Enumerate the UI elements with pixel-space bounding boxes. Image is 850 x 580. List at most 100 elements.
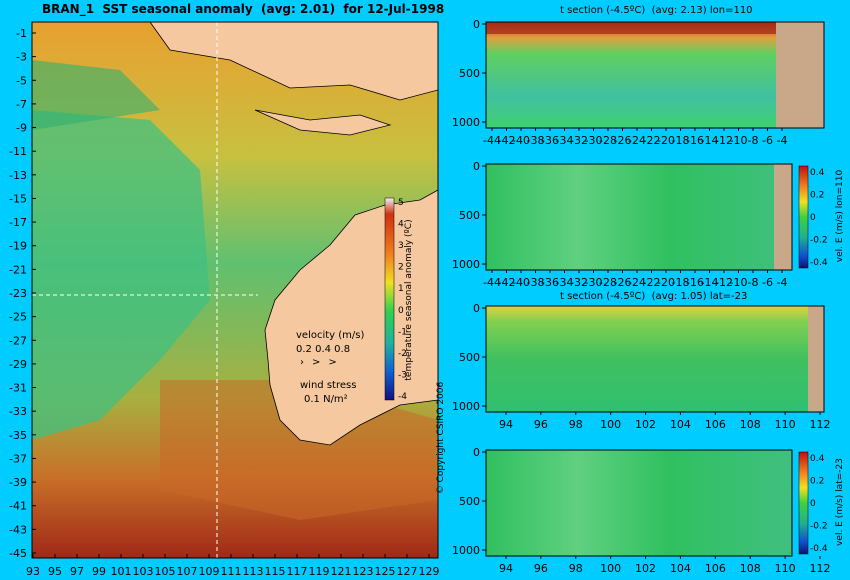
panel-x-tick-label: 96 [534,418,548,431]
panel-x-tick-label: 94 [499,562,513,575]
section-panel-2 [485,163,809,271]
panel-x-tick-label: -30 [585,276,603,289]
section-panel-1 [485,21,825,129]
map-y-tick-label: -29 [9,358,27,371]
panel-4-colorbar [798,451,809,555]
panel-y-tick-label: 0 [473,160,480,173]
map-y-tick-label: -27 [9,334,27,347]
panel-x-tick-label: 106 [705,418,726,431]
panel-x-tick-label: -6 [762,276,773,289]
panel-x-tick-label: -10 [730,134,748,147]
panel-x-tick-label: 112 [810,418,831,431]
panel-x-tick-label: -8 [748,134,759,147]
map-x-tick-label: 99 [92,565,106,578]
map-colorbar-ticks: 5 4 3 2 1 0 -1 -2 -3 -4 [398,198,407,402]
map-x-axis: 93 95 97 99 101 103 105 107 109 111 113 115 117 119 12… [26,554,440,578]
panel-x-tick-label: 108 [740,562,761,575]
panel-x-tick-label: -36 [541,134,559,147]
map-y-tick-label: -5 [16,74,27,87]
map-x-tick-label: 109 [199,565,220,578]
map-colorbar-tick-label: -1 [398,327,407,337]
panel-x-tick-label: -16 [686,276,704,289]
panel-x-tick-label: -14 [701,276,719,289]
panel-2-field [486,164,792,270]
panel-x-tick-label: -4 [777,276,788,289]
panel-x-tick-label: -22 [643,134,661,147]
panel-4-colorbar-label: vel. E (m/s) lat=-23 [835,458,845,546]
panel-2-colorbar-label: vel. E (m/s) lon=110 [835,169,845,263]
map-y-tick-label: -17 [9,216,27,229]
map-x-tick-label: 103 [133,565,154,578]
map-x-tick-label: 121 [331,565,352,578]
panel-x-tick-label: -8 [748,276,759,289]
wind-value: 0.1 N/m² [304,394,348,405]
panel-colorbar-tick-label: -0.4 [810,544,828,554]
map-x-tick-label: 129 [419,565,440,578]
section-panel-4 [485,449,809,557]
panel-x-tick-label: 112 [810,562,831,575]
panel-x-tick-label: -18 [672,134,690,147]
map-x-tick-label: 117 [287,565,308,578]
panel-x-tick-label: 94 [499,418,513,431]
panel-1-warm-layer [486,22,776,34]
panel-colorbar-tick-label: 0.2 [810,477,824,487]
map-y-tick-label: -35 [9,429,27,442]
panel-x-tick-label: 100 [600,562,621,575]
panel-x-tick-label: -40 [512,134,530,147]
panel-x-tick-label: -40 [512,276,530,289]
map-x-tick-label: 127 [397,565,418,578]
panel-y-tick-label: 0 [473,302,480,315]
panel-x-tick-label: -38 [527,276,545,289]
map-x-tick-label: 97 [70,565,84,578]
panel-x-tick-label: -34 [556,134,574,147]
map-y-tick-label: -37 [9,452,27,465]
panel-x-tick-label: 106 [705,562,726,575]
map-y-tick-label: -15 [9,192,27,205]
map-x-tick-label: 105 [155,565,176,578]
panel-x-tick-label: -12 [715,134,733,147]
panel-x-tick-label: -34 [556,276,574,289]
map-x-tick-label: 113 [243,565,264,578]
map-y-tick-label: -21 [9,263,27,276]
map-x-tick-label: 107 [177,565,198,578]
map-y-tick-label: -1 [16,27,27,40]
panel-x-tick-label: -24 [628,134,646,147]
panel-y-tick-label: 1000 [452,116,480,129]
panel-x-tick-label: -26 [614,134,632,147]
panel-x-tick-label: -36 [541,276,559,289]
map-colorbar-tick-label: 3 [398,241,404,251]
panel-x-tick-label: -42 [498,134,516,147]
map-colorbar-tick-label: 0 [398,306,404,316]
panel-3-land [808,306,824,412]
panel-x-tick-label: -44 [483,134,501,147]
panel-x-tick-label: -28 [599,276,617,289]
panel-x-tick-label: -20 [657,134,675,147]
panel-y-tick-label: 0 [473,18,480,31]
panel-colorbar-tick-label: 0 [810,213,816,223]
panel-x-tick-label: 110 [775,562,796,575]
map-y-tick-label: -25 [9,311,27,324]
panel-x-tick-label: -28 [599,134,617,147]
map-y-tick-label: -13 [9,169,27,182]
panel-colorbar-tick-label: 0.4 [810,454,825,464]
panel-x-tick-label: 110 [775,418,796,431]
panel-x-tick-label: -24 [628,276,646,289]
panel-x-tick-label: -20 [657,276,675,289]
panel-x-tick-label: -22 [643,276,661,289]
map-cool-region [32,110,210,440]
panel-x-tick-label: -42 [498,276,516,289]
panel-x-tick-label: 96 [534,562,548,575]
map-colorbar-tick-label: 4 [398,220,404,230]
map-panel: -1-3-5-7-9-11-13-15-17-19-21-23-25-27-29… [9,21,440,578]
map-land-island [254,109,392,136]
panel-x-tick-label: -12 [715,276,733,289]
map-x-tick-label: 93 [26,565,40,578]
panel-y-tick-label: 500 [459,209,480,222]
panel-2-land [774,164,792,270]
panel-x-tick-label: 98 [569,562,583,575]
panel-x-tick-label: -32 [570,134,588,147]
panel-x-tick-label: -10 [730,276,748,289]
panel-4-field [486,450,792,556]
panel-x-tick-label: -16 [686,134,704,147]
